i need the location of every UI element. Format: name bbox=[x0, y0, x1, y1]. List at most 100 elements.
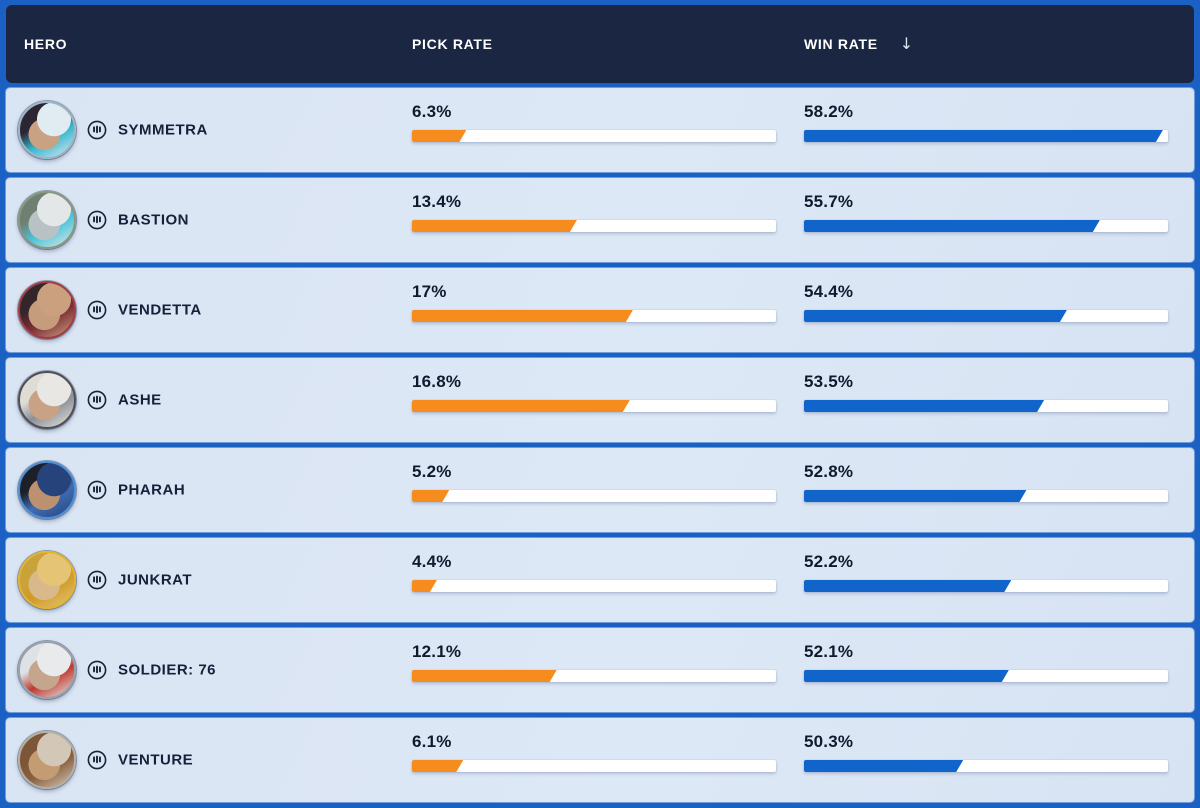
hero-avatar bbox=[18, 281, 76, 339]
hero-row[interactable]: BASTION 13.4% 55.7% bbox=[6, 178, 1194, 262]
win-rate-value: 52.8% bbox=[804, 462, 854, 481]
pick-rate-bar-track bbox=[412, 220, 776, 232]
win-rate-bar-fill bbox=[804, 310, 1067, 322]
hero-row[interactable]: PHARAH 5.2% 52.8% bbox=[6, 448, 1194, 532]
win-rate-bar-track bbox=[804, 400, 1168, 412]
pick-rate-cell: 16.8% bbox=[412, 373, 776, 412]
pick-rate-bar-fill bbox=[412, 670, 557, 682]
win-rate-bar-track bbox=[804, 760, 1168, 772]
hero-avatar bbox=[18, 731, 76, 789]
win-rate-bar-track bbox=[804, 130, 1168, 142]
hero-row[interactable]: SYMMETRA 6.3% 58.2% bbox=[6, 88, 1194, 172]
pick-rate-bar-track bbox=[412, 490, 776, 502]
hero-row[interactable]: VENDETTA 17% 54.4% bbox=[6, 268, 1194, 352]
table-body: SYMMETRA 6.3% 58.2% BASTION 13.4% bbox=[6, 88, 1194, 802]
pick-rate-value: 6.3% bbox=[412, 102, 452, 121]
win-rate-bar-fill bbox=[804, 400, 1044, 412]
win-rate-cell: 52.2% bbox=[804, 553, 1168, 592]
pick-rate-value: 5.2% bbox=[412, 462, 452, 481]
pick-rate-cell: 5.2% bbox=[412, 463, 776, 502]
pick-rate-bar-fill bbox=[412, 400, 630, 412]
win-rate-bar-track bbox=[804, 670, 1168, 682]
column-header-win-rate-label: WIN RATE bbox=[804, 36, 878, 52]
hero-name: VENDETTA bbox=[118, 301, 202, 319]
hero-name: PHARAH bbox=[118, 481, 186, 499]
win-rate-bar-fill bbox=[804, 490, 1026, 502]
damage-role-icon bbox=[87, 120, 107, 140]
sort-descending-icon: ↓ bbox=[899, 34, 914, 53]
win-rate-cell: 52.1% bbox=[804, 643, 1168, 682]
hero-avatar bbox=[18, 101, 76, 159]
pick-rate-bar-fill bbox=[412, 490, 449, 502]
hero-name: BASTION bbox=[118, 211, 189, 229]
win-rate-value: 52.2% bbox=[804, 552, 854, 571]
hero-avatar bbox=[18, 371, 76, 429]
damage-role-icon bbox=[87, 660, 107, 680]
hero-name: JUNKRAT bbox=[118, 571, 193, 589]
pick-rate-bar-track bbox=[412, 760, 776, 772]
win-rate-bar-fill bbox=[804, 130, 1163, 142]
damage-role-icon bbox=[87, 570, 107, 590]
pick-rate-value: 16.8% bbox=[412, 372, 462, 391]
win-rate-bar-track bbox=[804, 310, 1168, 322]
pick-rate-cell: 4.4% bbox=[412, 553, 776, 592]
pick-rate-value: 12.1% bbox=[412, 642, 462, 661]
hero-avatar bbox=[18, 461, 76, 519]
damage-role-icon bbox=[87, 300, 107, 320]
damage-role-icon bbox=[87, 210, 107, 230]
pick-rate-bar-track bbox=[412, 310, 776, 322]
win-rate-bar-track bbox=[804, 220, 1168, 232]
pick-rate-bar-track bbox=[412, 130, 776, 142]
win-rate-bar-track bbox=[804, 490, 1168, 502]
hero-row[interactable]: SOLDIER: 76 12.1% 52.1% bbox=[6, 628, 1194, 712]
pick-rate-bar-fill bbox=[412, 580, 437, 592]
win-rate-cell: 54.4% bbox=[804, 283, 1168, 322]
win-rate-cell: 55.7% bbox=[804, 193, 1168, 232]
win-rate-value: 50.3% bbox=[804, 732, 854, 751]
win-rate-bar-fill bbox=[804, 580, 1011, 592]
hero-name: SYMMETRA bbox=[118, 121, 208, 139]
pick-rate-value: 6.1% bbox=[412, 732, 452, 751]
win-rate-value: 55.7% bbox=[804, 192, 854, 211]
damage-role-icon bbox=[87, 480, 107, 500]
win-rate-value: 58.2% bbox=[804, 102, 854, 121]
pick-rate-bar-fill bbox=[412, 220, 577, 232]
pick-rate-value: 17% bbox=[412, 282, 447, 301]
pick-rate-cell: 12.1% bbox=[412, 643, 776, 682]
pick-rate-cell: 17% bbox=[412, 283, 776, 322]
pick-rate-value: 13.4% bbox=[412, 192, 462, 211]
pick-rate-bar-track bbox=[412, 670, 776, 682]
hero-row[interactable]: VENTURE 6.1% 50.3% bbox=[6, 718, 1194, 802]
win-rate-bar-fill bbox=[804, 220, 1100, 232]
pick-rate-value: 4.4% bbox=[412, 552, 452, 571]
pick-rate-bar-fill bbox=[412, 760, 463, 772]
damage-role-icon bbox=[87, 390, 107, 410]
hero-row[interactable]: JUNKRAT 4.4% 52.2% bbox=[6, 538, 1194, 622]
hero-name: ASHE bbox=[118, 391, 162, 409]
hero-name: SOLDIER: 76 bbox=[118, 661, 217, 679]
win-rate-cell: 58.2% bbox=[804, 103, 1168, 142]
damage-role-icon bbox=[87, 750, 107, 770]
hero-name: VENTURE bbox=[118, 751, 194, 769]
table-header: HERO PICK RATE WIN RATE ↓ bbox=[6, 5, 1194, 83]
win-rate-cell: 53.5% bbox=[804, 373, 1168, 412]
pick-rate-cell: 13.4% bbox=[412, 193, 776, 232]
pick-rate-cell: 6.3% bbox=[412, 103, 776, 142]
column-header-hero[interactable]: HERO bbox=[24, 36, 68, 52]
column-header-win-rate[interactable]: WIN RATE ↓ bbox=[804, 34, 914, 53]
win-rate-value: 52.1% bbox=[804, 642, 854, 661]
hero-row[interactable]: ASHE 16.8% 53.5% bbox=[6, 358, 1194, 442]
win-rate-value: 54.4% bbox=[804, 282, 854, 301]
pick-rate-bar-track bbox=[412, 580, 776, 592]
pick-rate-bar-fill bbox=[412, 310, 633, 322]
hero-avatar bbox=[18, 641, 76, 699]
pick-rate-bar-fill bbox=[412, 130, 466, 142]
hero-avatar bbox=[18, 551, 76, 609]
pick-rate-cell: 6.1% bbox=[412, 733, 776, 772]
win-rate-bar-fill bbox=[804, 760, 963, 772]
win-rate-cell: 52.8% bbox=[804, 463, 1168, 502]
win-rate-value: 53.5% bbox=[804, 372, 854, 391]
win-rate-cell: 50.3% bbox=[804, 733, 1168, 772]
column-header-pick-rate[interactable]: PICK RATE bbox=[412, 36, 493, 52]
